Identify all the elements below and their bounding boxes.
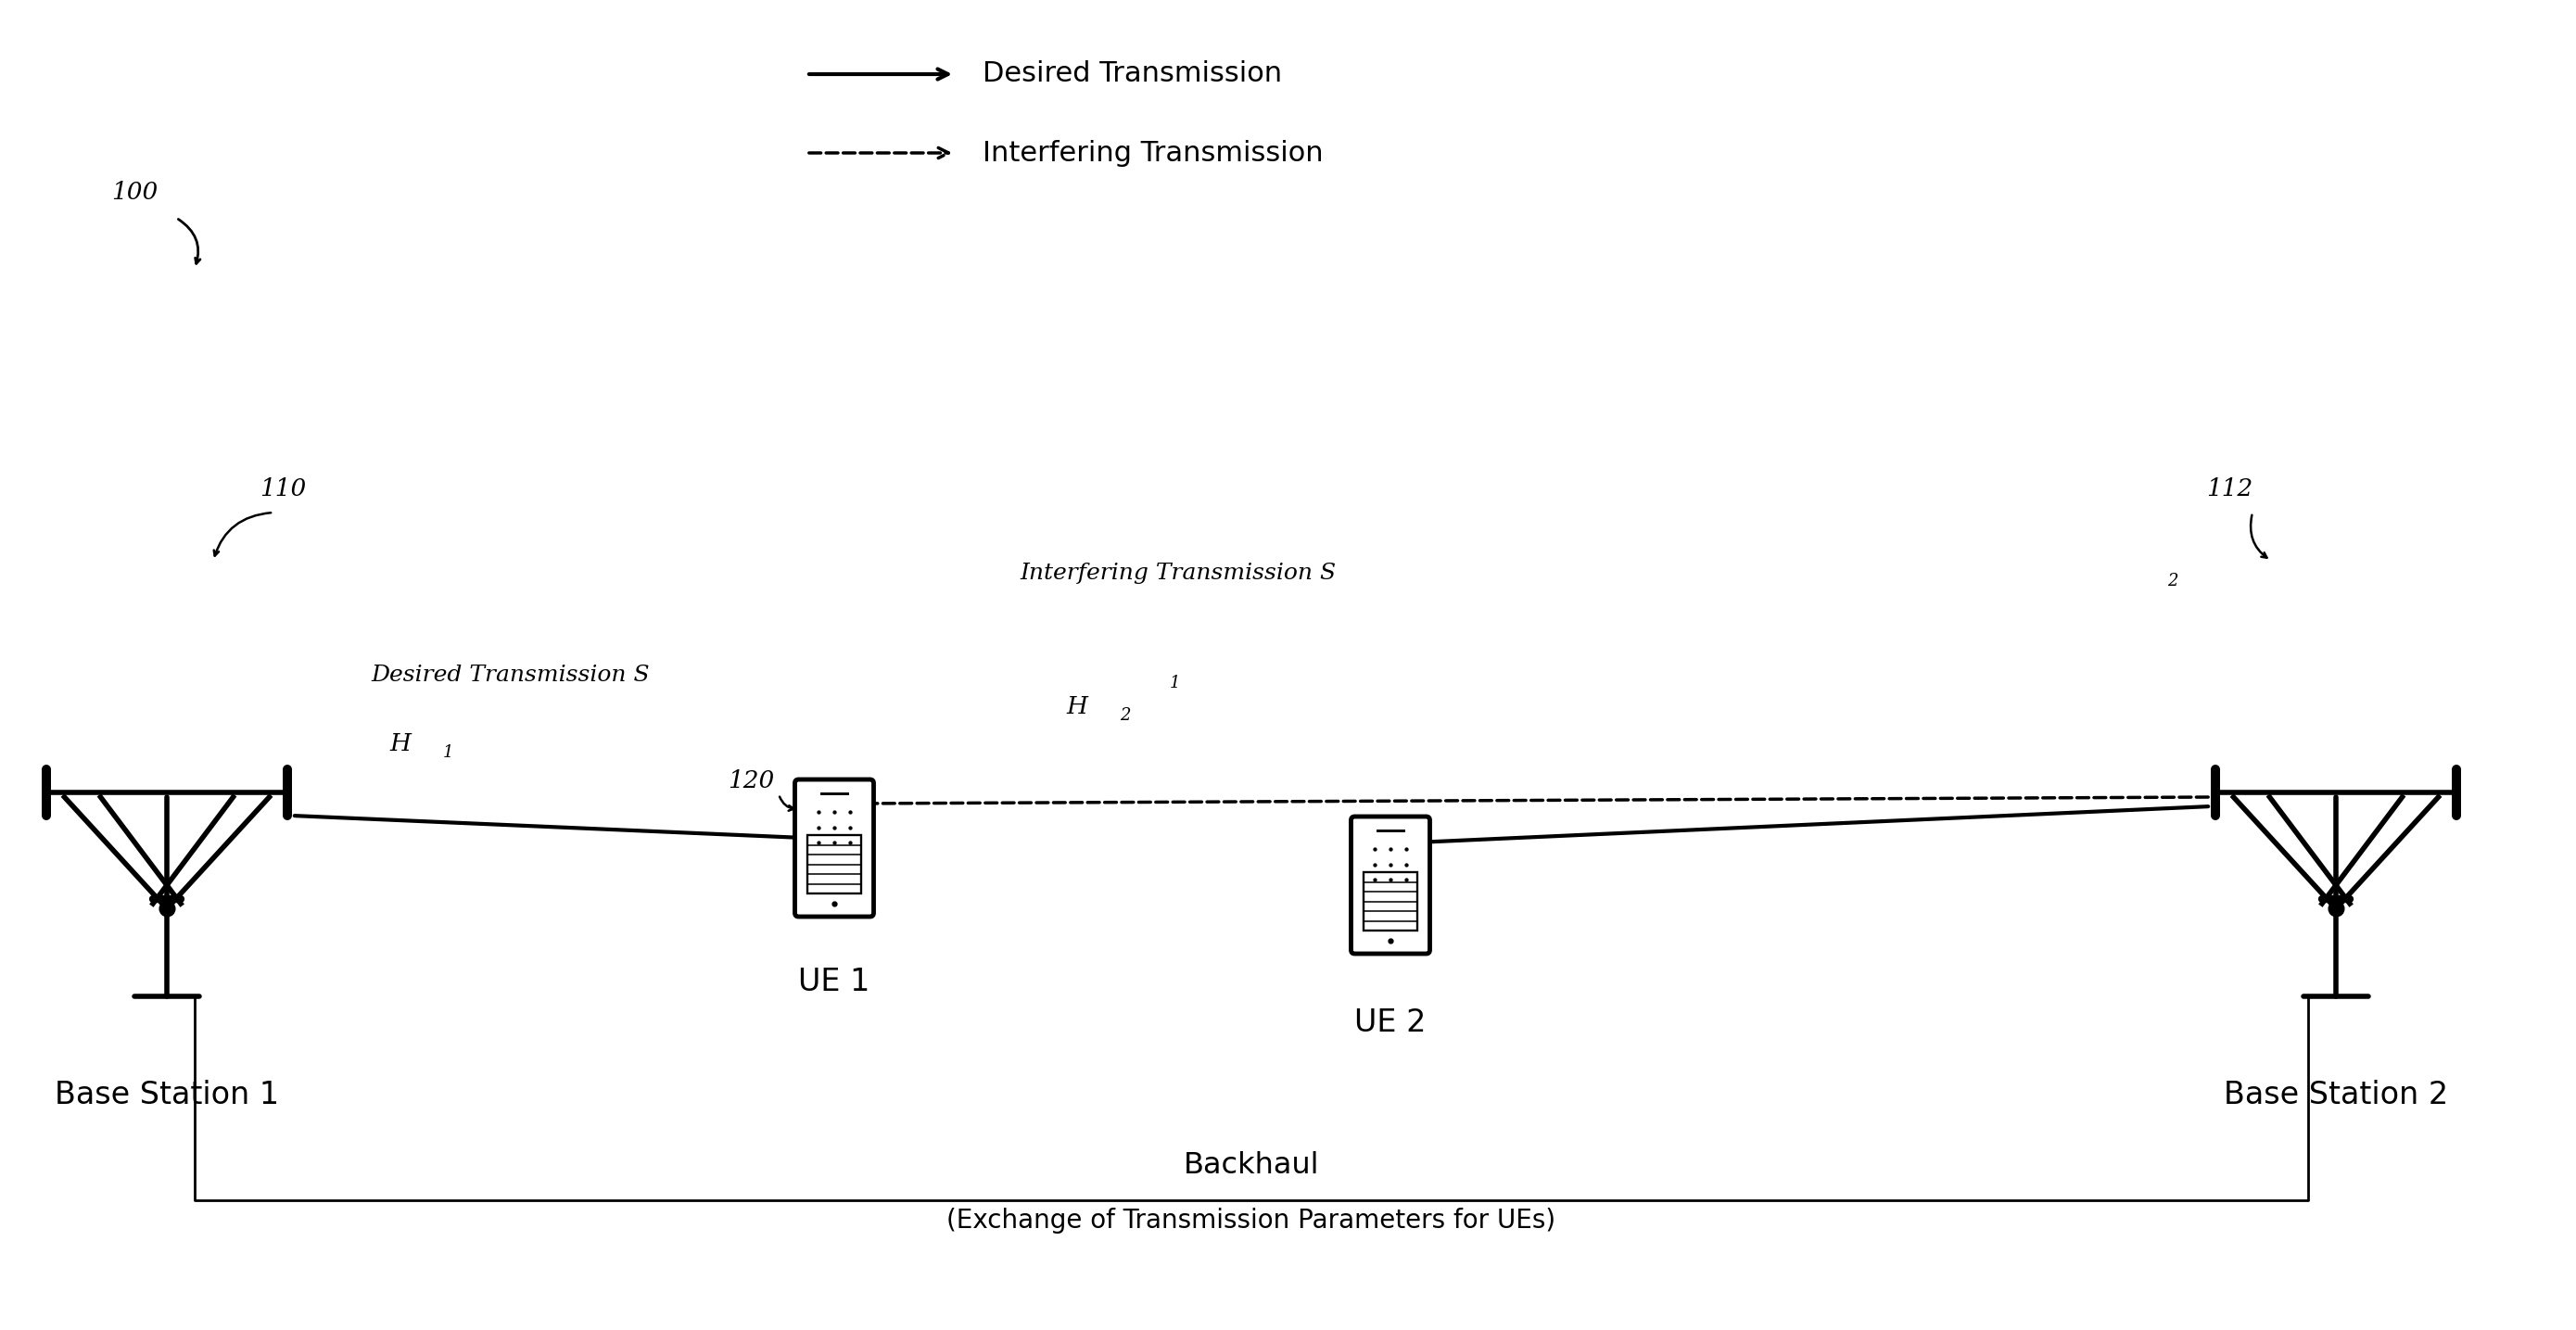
Text: 122: 122 [1352, 821, 1399, 843]
Text: 100: 100 [111, 181, 157, 203]
Text: Base Station 2: Base Station 2 [2223, 1080, 2447, 1111]
FancyBboxPatch shape [796, 779, 873, 916]
Text: Base Station 1: Base Station 1 [54, 1080, 278, 1111]
Text: Desired Transmission S: Desired Transmission S [371, 665, 649, 686]
Text: Desired Transmission: Desired Transmission [981, 61, 1283, 88]
Text: (Exchange of Transmission Parameters for UEs): (Exchange of Transmission Parameters for… [948, 1208, 1556, 1234]
Text: H: H [389, 733, 410, 755]
Text: 110: 110 [260, 477, 307, 500]
Text: 112: 112 [2205, 477, 2254, 500]
Text: 2: 2 [2166, 573, 2177, 589]
Bar [806, 835, 860, 894]
Text: Interfering Transmission S: Interfering Transmission S [1020, 563, 1337, 584]
Text: UE 2: UE 2 [1355, 1007, 1427, 1037]
Text: 1: 1 [443, 745, 453, 761]
Text: 1: 1 [1170, 674, 1180, 692]
Text: 2: 2 [1121, 708, 1131, 724]
Text: H: H [1066, 696, 1087, 718]
Text: Interfering Transmission: Interfering Transmission [981, 140, 1324, 166]
Bar [1363, 872, 1417, 931]
Text: UE 1: UE 1 [799, 967, 871, 998]
Text: 120: 120 [726, 769, 775, 793]
Text: Backhaul: Backhaul [1182, 1152, 1319, 1180]
FancyBboxPatch shape [1350, 817, 1430, 954]
